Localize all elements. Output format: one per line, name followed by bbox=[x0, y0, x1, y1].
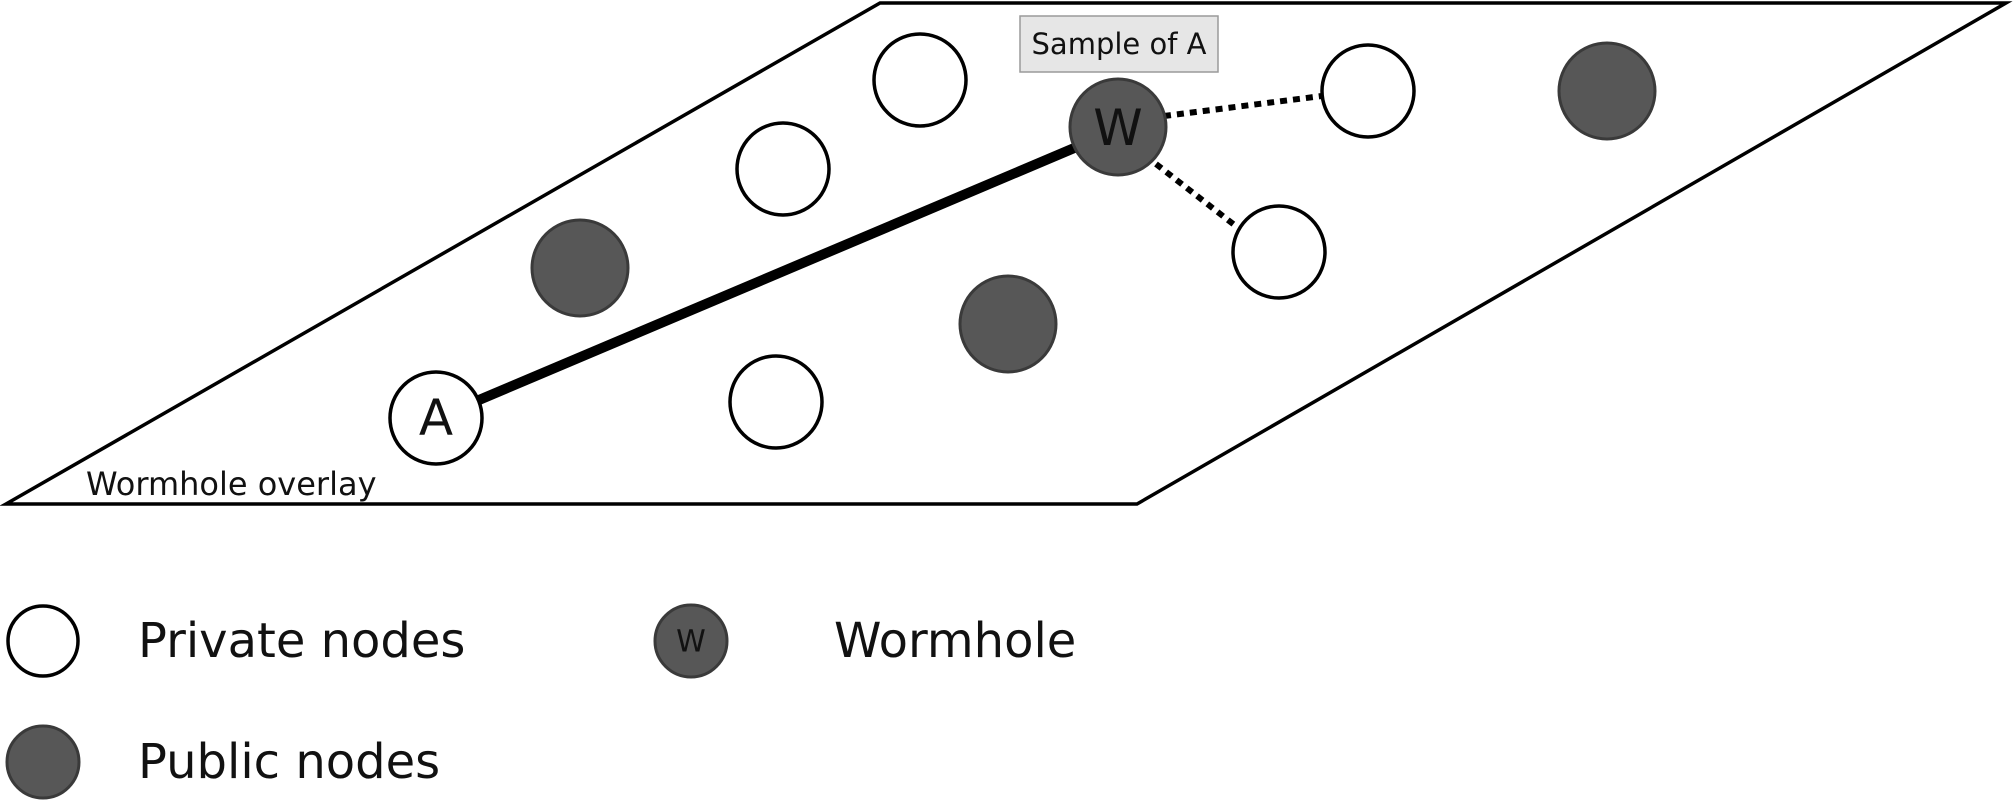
node-a: A bbox=[388, 370, 484, 466]
legend-wormhole-icon bbox=[653, 603, 729, 679]
sample-label: Sample of A bbox=[1019, 15, 1219, 73]
legend-public-icon bbox=[5, 724, 81, 800]
node-a-circle bbox=[388, 370, 484, 466]
legend-private-label: Private nodes bbox=[138, 613, 465, 669]
overlay-plane bbox=[0, 1, 2013, 506]
private-node bbox=[728, 354, 824, 450]
legend-wormhole-label: Wormhole bbox=[834, 613, 1076, 669]
wormhole-node-circle bbox=[1068, 77, 1168, 177]
legend-wormhole-letter: W bbox=[676, 625, 706, 660]
public-node bbox=[530, 218, 630, 318]
node-a-letter: A bbox=[419, 389, 453, 447]
legend-private-icon bbox=[6, 604, 80, 678]
sample-label-text: Sample of A bbox=[1032, 27, 1207, 61]
private-node bbox=[735, 121, 831, 217]
edge-a-to-wormhole bbox=[477, 141, 1081, 405]
private-node bbox=[872, 32, 968, 128]
wormhole-node: W bbox=[1068, 77, 1168, 177]
private-node bbox=[1320, 43, 1416, 139]
edge-wormhole-to-node-lower bbox=[1154, 161, 1239, 230]
legend-public-label: Public nodes bbox=[138, 734, 440, 790]
private-node bbox=[1231, 204, 1327, 300]
public-node bbox=[958, 274, 1058, 374]
public-node bbox=[1557, 41, 1657, 141]
legend: Private nodes Public nodes W Wormhole bbox=[5, 603, 1076, 800]
wormhole-node-letter: W bbox=[1093, 99, 1142, 157]
overlay-label: Wormhole overlay bbox=[86, 465, 377, 503]
sample-label-box bbox=[1019, 15, 1219, 73]
edge-wormhole-to-node-right bbox=[1163, 93, 1323, 119]
